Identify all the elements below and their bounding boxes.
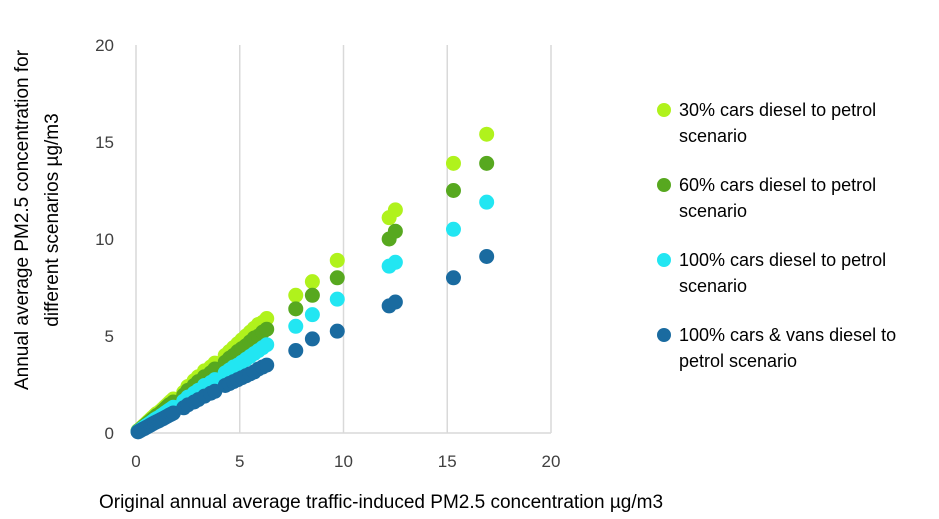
data-point-series-4 <box>329 323 345 339</box>
data-point-series-2 <box>479 155 495 171</box>
data-point-series-1 <box>304 274 320 290</box>
data-point-series-4 <box>288 343 304 359</box>
data-point-series-2 <box>304 287 320 303</box>
y-tick-label: 15 <box>95 133 114 152</box>
tick-labels: 0 5 10 15 20 0 5 10 15 20 <box>95 36 560 471</box>
data-point-series-2 <box>445 183 461 198</box>
legend-label-series-2: scenario <box>679 201 747 221</box>
legend-label-series-2: 60% cars diesel to petrol <box>679 175 876 195</box>
data-point-series-2 <box>259 321 275 337</box>
y-tick-label: 5 <box>105 327 114 346</box>
data-point-series-2 <box>387 223 403 239</box>
data-point-series-3 <box>288 318 304 334</box>
data-point-series-3 <box>259 337 275 353</box>
legend-label-series-3: 100% cars diesel to petrol <box>679 250 886 270</box>
data-points <box>130 126 495 440</box>
data-point-series-3 <box>479 194 495 210</box>
y-tick-label: 20 <box>95 36 114 55</box>
legend-marker-series-2 <box>657 178 671 192</box>
data-point-series-4 <box>479 248 495 264</box>
x-tick-label: 15 <box>438 452 457 471</box>
y-axis-title: Annual average PM2.5 concentration for <box>12 49 33 390</box>
data-point-series-3 <box>445 221 461 237</box>
x-axis-title: Original annual average traffic-induced … <box>99 492 663 513</box>
y-tick-label: 0 <box>105 424 114 443</box>
legend-marker-series-1 <box>657 103 671 117</box>
legend-marker-series-4 <box>657 328 671 342</box>
data-point-series-3 <box>387 254 403 270</box>
y-axis-title-line2: different scenarios µg/m3 <box>42 113 63 326</box>
data-point-series-1 <box>259 311 275 327</box>
legend-marker-series-3 <box>657 253 671 267</box>
data-point-series-1 <box>288 287 304 303</box>
data-point-series-4 <box>304 331 320 347</box>
data-point-series-1 <box>387 202 403 218</box>
data-point-series-3 <box>329 291 345 307</box>
legend-label-series-1: 30% cars diesel to petrol <box>679 100 876 120</box>
x-tick-label: 0 <box>131 452 140 471</box>
legend: 30% cars diesel to petrol scenario 60% car… <box>657 100 896 371</box>
legend-label-series-1: scenario <box>679 126 747 146</box>
data-point-series-4 <box>259 357 275 373</box>
x-tick-label: 20 <box>542 452 561 471</box>
y-tick-label: 10 <box>95 230 114 249</box>
x-tick-label: 5 <box>235 452 244 471</box>
data-point-series-4 <box>445 270 461 286</box>
data-point-series-1 <box>479 126 495 142</box>
data-point-series-1 <box>329 252 345 268</box>
legend-label-series-3: scenario <box>679 276 747 296</box>
legend-label-series-4: 100% cars & vans diesel to <box>679 325 896 345</box>
legend-label-series-4: petrol scenario <box>679 351 797 371</box>
x-tick-label: 10 <box>334 452 353 471</box>
data-point-series-2 <box>288 301 304 317</box>
data-point-series-4 <box>387 294 403 310</box>
data-point-series-2 <box>329 270 345 286</box>
data-point-series-1 <box>445 155 461 171</box>
data-point-series-3 <box>304 307 320 323</box>
